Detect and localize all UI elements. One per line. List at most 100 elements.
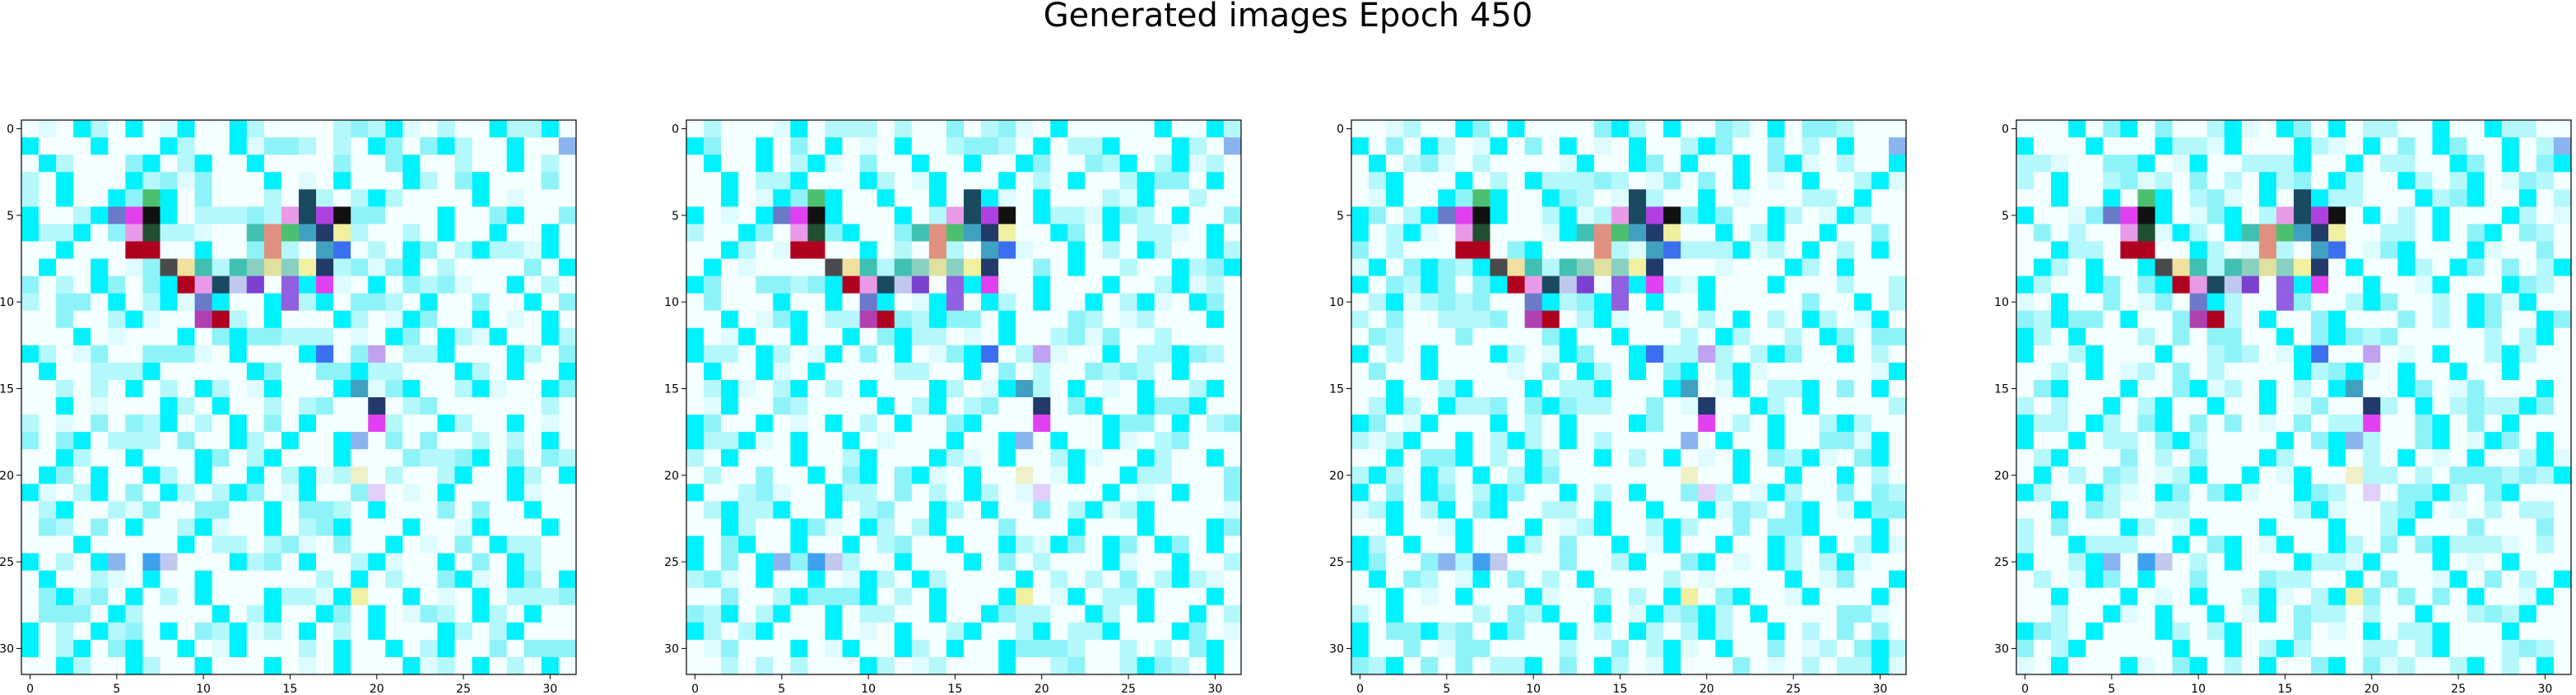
pixel-cell (351, 449, 369, 467)
pixel-cell (1681, 293, 1699, 311)
pixel-cell (1490, 345, 1508, 364)
pixel-cell (2051, 224, 2069, 242)
pixel-cell (1611, 587, 1630, 606)
pixel-cell (756, 587, 774, 606)
pixel-cell (928, 605, 947, 623)
pixel-cell (1853, 345, 1872, 364)
pixel-cell (2276, 535, 2295, 554)
pixel-cell (246, 639, 265, 658)
pixel-cell (489, 258, 508, 276)
pixel-cell (1663, 172, 1681, 190)
pixel-cell (212, 449, 230, 467)
pixel-cell (1888, 656, 1907, 675)
pixel-cell (2467, 224, 2485, 242)
pixel-cell (2449, 656, 2467, 675)
pixel-cell (2016, 622, 2034, 641)
pixel-cell (73, 484, 91, 502)
pixel-cell (1455, 518, 1473, 536)
pixel-cell (842, 587, 860, 606)
pixel-cell (1646, 379, 1664, 398)
pixel-cell (1715, 535, 1733, 554)
pixel-cell (946, 362, 965, 381)
pixel-cell (541, 172, 560, 190)
pixel-cell (558, 639, 577, 658)
pixel-cell (2224, 605, 2243, 623)
pixel-cell (2467, 189, 2485, 207)
pixel-cell (1206, 518, 1225, 536)
pixel-cell (911, 345, 930, 364)
pixel-cell (2241, 570, 2260, 588)
pixel-cell (1472, 535, 1490, 554)
pixel-cell (1524, 362, 1542, 381)
pixel-cell (2241, 276, 2260, 294)
pixel-cell (299, 466, 317, 484)
pixel-cell (2258, 345, 2277, 364)
pixel-cell (2016, 172, 2034, 190)
pixel-cell (842, 137, 860, 155)
pixel-cell (1715, 327, 1733, 346)
pixel-cell (2034, 535, 2052, 554)
pixel-cell (2484, 172, 2503, 190)
pixel-cell (523, 241, 542, 259)
pixel-cell (981, 258, 999, 276)
pixel-cell (1767, 415, 1785, 433)
x-tick-label: 0 (1356, 683, 1364, 695)
pixel-cell (2155, 206, 2173, 225)
pixel-cell (142, 553, 160, 571)
pixel-cell (2206, 639, 2225, 658)
pixel-cell (928, 587, 947, 606)
pixel-cell (489, 415, 508, 433)
pixel-cell (91, 622, 109, 641)
pixel-cell (1541, 362, 1560, 381)
pixel-cell (316, 206, 334, 225)
pixel-cell (1871, 327, 1890, 346)
pixel-cell (2051, 656, 2069, 675)
pixel-cell (2172, 587, 2190, 606)
pixel-cell (385, 258, 403, 276)
pixel-cell (1576, 553, 1595, 571)
pixel-cell (1490, 137, 1508, 155)
pixel-cell (108, 605, 126, 623)
pixel-cell (454, 155, 472, 173)
pixel-cell (1188, 553, 1207, 571)
pixel-cell (177, 587, 195, 606)
pixel-cell (2137, 518, 2155, 536)
pixel-cell (2294, 172, 2312, 190)
pixel-cell (1455, 656, 1473, 675)
pixel-cell (506, 605, 525, 623)
pixel-cell (39, 570, 57, 588)
pixel-cell (2397, 224, 2416, 242)
pixel-cell (825, 484, 843, 502)
pixel-cell (2311, 484, 2329, 502)
pixel-cell (2120, 379, 2138, 398)
pixel-cell (2258, 415, 2277, 433)
pixel-cell (2397, 449, 2416, 467)
pixel-cell (73, 189, 91, 207)
pixel-cell (541, 432, 560, 450)
pixel-cell (1559, 362, 1578, 381)
pixel-cell (1663, 484, 1681, 502)
pixel-cell (1085, 656, 1103, 675)
pixel-cell (1472, 310, 1490, 329)
pixel-cell (1541, 137, 1560, 155)
pixel-cell (2484, 120, 2503, 138)
pixel-cell (212, 310, 230, 329)
pixel-cell (2415, 258, 2433, 276)
pixel-cell (437, 137, 455, 155)
pixel-cell (1438, 415, 1456, 433)
pixel-cell (1559, 415, 1578, 433)
pixel-cell (1715, 310, 1733, 329)
pixel-cell (1750, 276, 1768, 294)
pixel-cell (2536, 432, 2555, 450)
pixel-cell (1888, 293, 1907, 311)
pixel-cell (472, 224, 490, 242)
pixel-cell (2120, 397, 2138, 415)
pixel-cell (1853, 518, 1872, 536)
pixel-cell (2016, 397, 2034, 415)
pixel-cell (1171, 639, 1190, 658)
pixel-cell (1507, 362, 1525, 381)
pixel-cell (2068, 570, 2086, 588)
pixel-cell (316, 241, 334, 259)
pixel-cell (1067, 241, 1086, 259)
pixel-cell (1206, 622, 1225, 641)
